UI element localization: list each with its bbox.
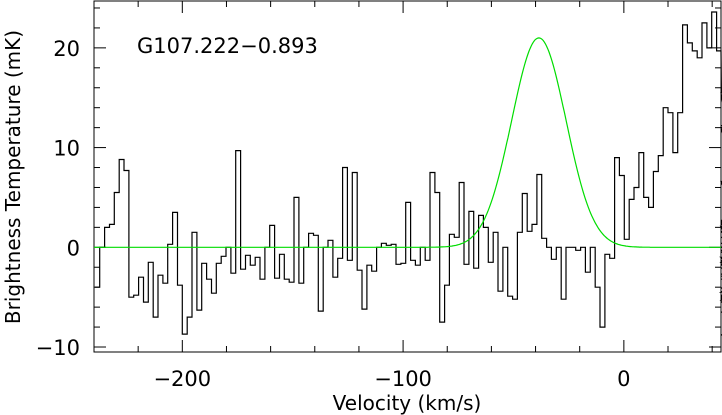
x-tick-label: −200 [153, 367, 211, 391]
plot-frame [93, 0, 722, 353]
y-tick-label: −10 [36, 336, 80, 360]
x-axis-label: Velocity (km/s) [333, 391, 482, 415]
y-tick-label: 10 [53, 137, 80, 161]
y-axis-label: Brightness Temperature (mK) [1, 30, 25, 324]
gaussian-fit-line [94, 37, 721, 248]
y-tick-label: 0 [67, 236, 80, 260]
data-series [94, 11, 722, 336]
spectrum-step-line [94, 11, 722, 336]
source-annotation: G107.222−0.893 [137, 34, 318, 58]
x-tick-label: 0 [617, 367, 630, 391]
plot-area [93, 0, 722, 353]
y-tick-label: 20 [53, 37, 80, 61]
x-tick-label: −100 [374, 367, 432, 391]
